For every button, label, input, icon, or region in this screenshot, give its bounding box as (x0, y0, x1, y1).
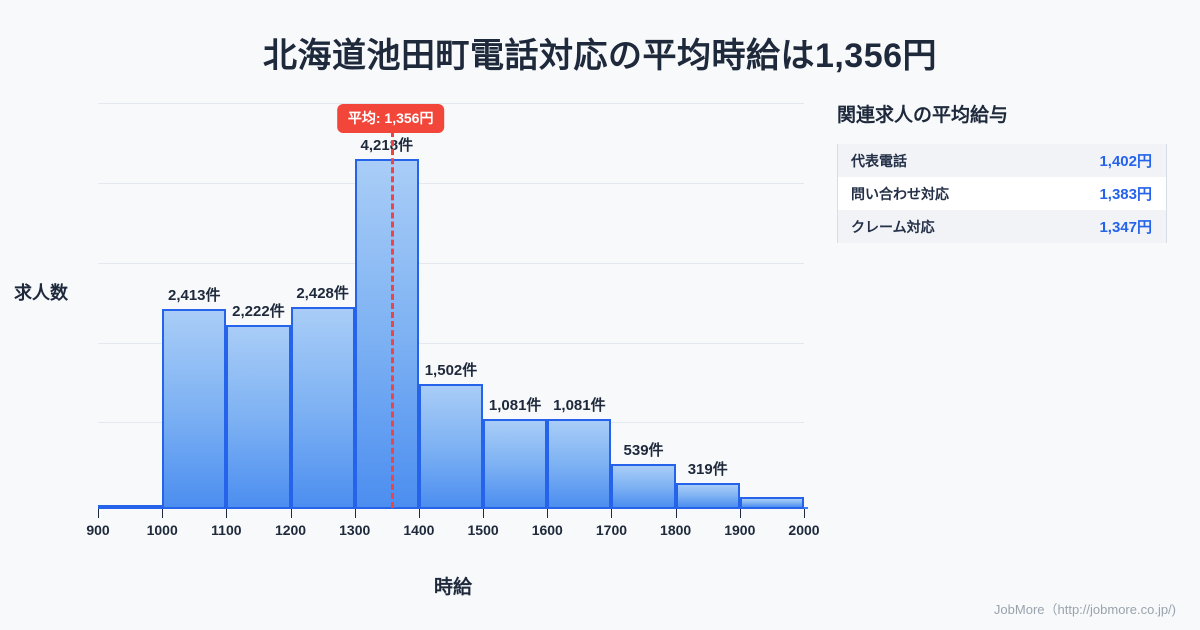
x-tick-mark (547, 509, 549, 518)
x-tick-mark (611, 509, 613, 518)
bar[interactable] (226, 324, 291, 509)
bar[interactable] (354, 158, 419, 509)
gridline-2 (98, 262, 804, 264)
bar-value-label: 1,502件 (424, 362, 478, 380)
mean-line (390, 122, 394, 508)
x-axis-ticks: 900 1000 1100 1200 1300 1400 1500 1600 1700 1800 1… (86, 509, 820, 549)
x-tick-mark (418, 509, 420, 518)
table-row-value: 1,383円 (1099, 186, 1152, 203)
x-tick-mark (290, 509, 292, 518)
bar-value-label: 1,081件 (488, 397, 542, 415)
bar[interactable] (418, 384, 484, 509)
x-tick-label: 1300 (339, 522, 371, 538)
page-title: 北海道池田町電話対応の平均時給は1,356円 (262, 37, 938, 75)
bar-value-label: 4,218件 (360, 136, 414, 154)
gridline-0 (98, 103, 804, 105)
bar-value-label: 319件 (687, 460, 728, 478)
x-tick-label: 1900 (724, 522, 756, 538)
gridline-3 (98, 342, 804, 344)
x-tick-label: 1800 (660, 522, 692, 538)
bar[interactable] (98, 505, 163, 509)
bar[interactable] (739, 497, 804, 509)
table-row-value: 1,347円 (1099, 219, 1152, 236)
footer-credit: JobMore（http://jobmore.co.jp/) (993, 602, 1176, 617)
bar-value-label: 2,428件 (296, 285, 349, 303)
bar[interactable] (483, 419, 548, 509)
bar-value-label: 2,222件 (232, 302, 285, 320)
x-tick-label: 1500 (467, 522, 499, 538)
bar[interactable] (162, 308, 227, 509)
x-tick-label: 1400 (403, 522, 435, 538)
x-tick-mark (98, 509, 99, 518)
gridline-1 (98, 183, 804, 185)
table-row-label: 代表電話 (851, 152, 907, 169)
mean-badge: 平均: 1,356円 (336, 104, 445, 133)
related-salary-table: 代表電話 1,402円問い合わせ対応 1,383円クレーム対応 1,347円 (837, 144, 1167, 243)
bar[interactable] (675, 482, 740, 509)
x-tick-mark (804, 509, 805, 518)
x-tick-label: 1700 (595, 522, 628, 538)
x-tick-mark (354, 509, 356, 518)
related-salary-panel: 関連求人の平均給与 代表電話 1,402円問い合わせ対応 1,383円クレーム対応 1… (837, 100, 1167, 243)
table-row-label: クレーム対応 (851, 218, 935, 235)
x-tick-label: 1600 (531, 522, 563, 538)
x-tick-label: 1100 (211, 522, 242, 538)
table-row[interactable]: 問い合わせ対応 1,383円 (838, 177, 1166, 210)
bar-value-label: 1,081件 (553, 397, 606, 415)
bar[interactable] (547, 419, 612, 509)
bar-value-label: 539件 (623, 442, 664, 460)
table-row-value: 1,402円 (1099, 153, 1152, 170)
y-axis-label: 求人数 (14, 283, 68, 303)
x-tick-mark (162, 509, 164, 518)
x-tick-label: 1200 (274, 522, 307, 538)
x-tick-mark (739, 509, 741, 518)
x-tick-label: 2000 (788, 522, 820, 538)
x-tick-label: 1000 (146, 522, 178, 538)
bar[interactable] (290, 307, 355, 509)
x-tick-mark (226, 509, 228, 518)
histogram-bars: 2,413件 2,222件 2,428件 4,218件 1,502件 1,081件 1,08… (98, 96, 808, 509)
bar-value-label: 2,413件 (167, 286, 221, 304)
table-row-label: 問い合わせ対応 (851, 185, 949, 202)
table-row[interactable]: 代表電話 1,402円 (838, 144, 1166, 177)
x-axis-label: 時給 (433, 577, 472, 598)
table-row[interactable]: クレーム対応 1,347円 (838, 210, 1166, 243)
related-salary-title: 関連求人の平均給与 (837, 105, 1009, 126)
x-tick-mark (483, 509, 485, 518)
x-tick-label: 900 (86, 522, 110, 538)
x-tick-mark (675, 509, 677, 518)
bar[interactable] (611, 464, 676, 509)
